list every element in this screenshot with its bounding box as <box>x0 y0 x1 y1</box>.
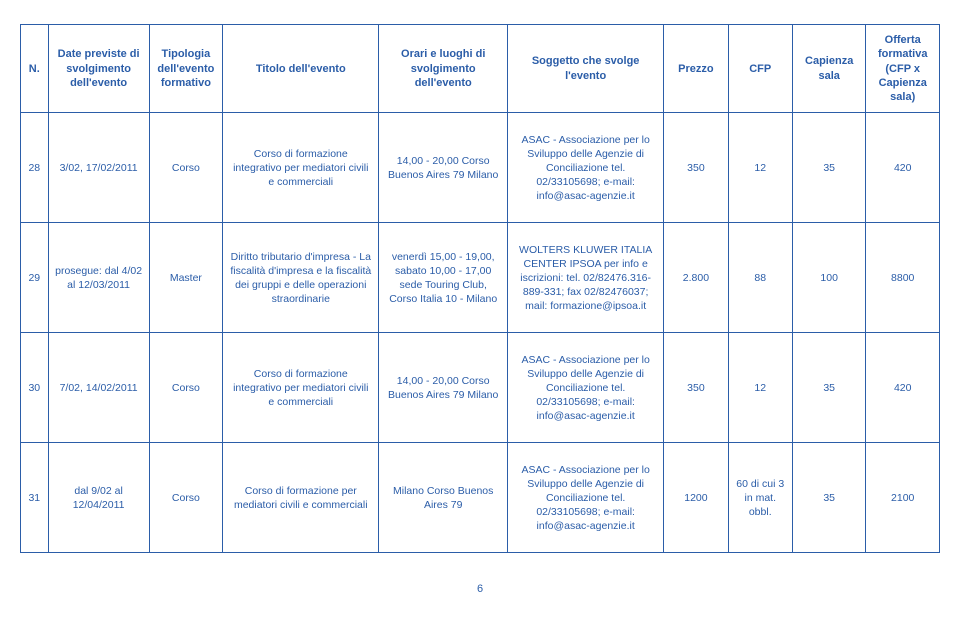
col-cap: Capienza sala <box>792 25 866 113</box>
cell-tipo: Corso <box>149 333 223 443</box>
cell-n: 29 <box>21 223 49 333</box>
cell-sogg: ASAC - Associazione per lo Sviluppo dell… <box>508 333 664 443</box>
cell-n: 31 <box>21 443 49 553</box>
cell-prezzo: 350 <box>664 333 728 443</box>
cell-tipo: Master <box>149 223 223 333</box>
col-sogg: Soggetto che svolge l'evento <box>508 25 664 113</box>
cell-orari: venerdì 15,00 - 19,00, sabato 10,00 - 17… <box>379 223 508 333</box>
cell-off: 2100 <box>866 443 940 553</box>
cell-n: 30 <box>21 333 49 443</box>
cell-sogg: WOLTERS KLUWER ITALIA CENTER IPSOA per i… <box>508 223 664 333</box>
cell-date: prosegue: dal 4/02 al 12/03/2011 <box>48 223 149 333</box>
col-date: Date previste di svolgimento dell'evento <box>48 25 149 113</box>
cell-cap: 100 <box>792 223 866 333</box>
cell-sogg: ASAC - Associazione per lo Sviluppo dell… <box>508 113 664 223</box>
table-row: 29 prosegue: dal 4/02 al 12/03/2011 Mast… <box>21 223 940 333</box>
cell-titolo: Diritto tributario d'impresa - La fiscal… <box>223 223 379 333</box>
table-row: 30 7/02, 14/02/2011 Corso Corso di forma… <box>21 333 940 443</box>
cell-cap: 35 <box>792 333 866 443</box>
cell-orari: 14,00 - 20,00 Corso Buenos Aires 79 Mila… <box>379 333 508 443</box>
cell-date: 3/02, 17/02/2011 <box>48 113 149 223</box>
cell-n: 28 <box>21 113 49 223</box>
cell-orari: Milano Corso Buenos Aires 79 <box>379 443 508 553</box>
col-prezzo: Prezzo <box>664 25 728 113</box>
cell-cfp: 12 <box>728 333 792 443</box>
col-n: N. <box>21 25 49 113</box>
cell-titolo: Corso di formazione integrativo per medi… <box>223 333 379 443</box>
table-header: N. Date previste di svolgimento dell'eve… <box>21 25 940 113</box>
cell-orari: 14,00 - 20,00 Corso Buenos Aires 79 Mila… <box>379 113 508 223</box>
cell-cfp: 88 <box>728 223 792 333</box>
table-body: 28 3/02, 17/02/2011 Corso Corso di forma… <box>21 113 940 553</box>
cell-cap: 35 <box>792 113 866 223</box>
table-row: 28 3/02, 17/02/2011 Corso Corso di forma… <box>21 113 940 223</box>
cell-cap: 35 <box>792 443 866 553</box>
cell-prezzo: 2.800 <box>664 223 728 333</box>
cell-off: 8800 <box>866 223 940 333</box>
cell-off: 420 <box>866 333 940 443</box>
cell-tipo: Corso <box>149 443 223 553</box>
cell-prezzo: 1200 <box>664 443 728 553</box>
cell-titolo: Corso di formazione per mediatori civili… <box>223 443 379 553</box>
events-table: N. Date previste di svolgimento dell'eve… <box>20 24 940 553</box>
cell-titolo: Corso di formazione integrativo per medi… <box>223 113 379 223</box>
cell-sogg: ASAC - Associazione per lo Sviluppo dell… <box>508 443 664 553</box>
page-number: 6 <box>20 583 940 595</box>
col-off: Offerta formativa (CFP x Capienza sala) <box>866 25 940 113</box>
cell-date: dal 9/02 al 12/04/2011 <box>48 443 149 553</box>
col-tipo: Tipologia dell'evento formativo <box>149 25 223 113</box>
col-orari: Orari e luoghi di svolgimento dell'event… <box>379 25 508 113</box>
cell-cfp: 60 di cui 3 in mat. obbl. <box>728 443 792 553</box>
cell-tipo: Corso <box>149 113 223 223</box>
cell-prezzo: 350 <box>664 113 728 223</box>
cell-cfp: 12 <box>728 113 792 223</box>
table-row: 31 dal 9/02 al 12/04/2011 Corso Corso di… <box>21 443 940 553</box>
col-cfp: CFP <box>728 25 792 113</box>
col-titolo: Titolo dell'evento <box>223 25 379 113</box>
cell-date: 7/02, 14/02/2011 <box>48 333 149 443</box>
cell-off: 420 <box>866 113 940 223</box>
